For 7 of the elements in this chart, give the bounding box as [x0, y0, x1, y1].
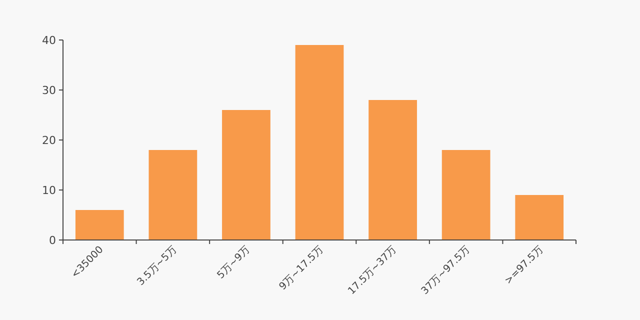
x-tick-label: 5万~9万 — [215, 244, 252, 282]
y-tick-label: 30 — [42, 84, 56, 97]
x-tick-label: 3.5万~5万 — [135, 244, 180, 288]
y-tick-label: 40 — [42, 34, 56, 47]
y-tick-label: 20 — [42, 134, 56, 147]
y-tick-label: 0 — [49, 234, 56, 247]
y-tick-label: 10 — [42, 184, 56, 197]
